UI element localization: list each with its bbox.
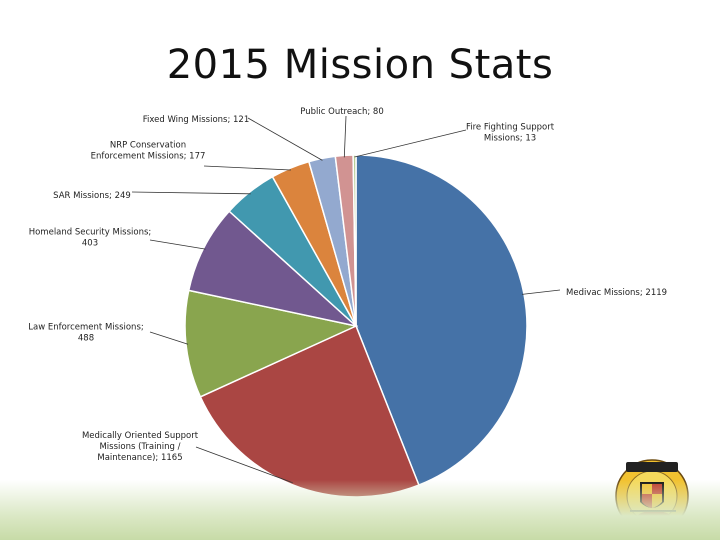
leader-line <box>354 129 467 158</box>
pie-slice-homeland-security-missions <box>187 210 359 328</box>
leader-line <box>521 289 561 295</box>
data-label: NRP Conservation Enforcement Missions; 17… <box>91 141 206 162</box>
data-label: Law Enforcement Missions; 488 <box>28 323 144 344</box>
slide-title: 2015 Mission Stats <box>166 42 554 88</box>
leader-line <box>149 239 206 250</box>
footer-band <box>0 480 720 540</box>
pie-slice-fire-fighting-support-missions <box>352 154 357 327</box>
leader-lines <box>131 115 561 484</box>
data-label: SAR Missions; 249 <box>53 191 131 201</box>
data-label: Public Outreach; 80 <box>300 107 383 117</box>
leader-line <box>203 165 292 171</box>
data-label: Medically Oriented Support Missions (Trai… <box>82 431 199 463</box>
leader-line <box>343 115 347 158</box>
data-label: Fire Fighting Support Missions; 13 <box>466 123 555 144</box>
leader-line <box>195 446 293 484</box>
data-label: Fixed Wing Missions; 121 <box>143 115 250 125</box>
leader-line <box>149 331 189 345</box>
data-label: Medivac Missions; 2119 <box>566 288 667 298</box>
leader-line <box>131 191 251 195</box>
data-label: Homeland Security Missions; 403 <box>29 228 152 249</box>
data-labels: Medivac Missions; 2119 Medically Oriented… <box>28 107 667 463</box>
leader-line <box>247 117 323 161</box>
pie-slices <box>184 154 528 498</box>
